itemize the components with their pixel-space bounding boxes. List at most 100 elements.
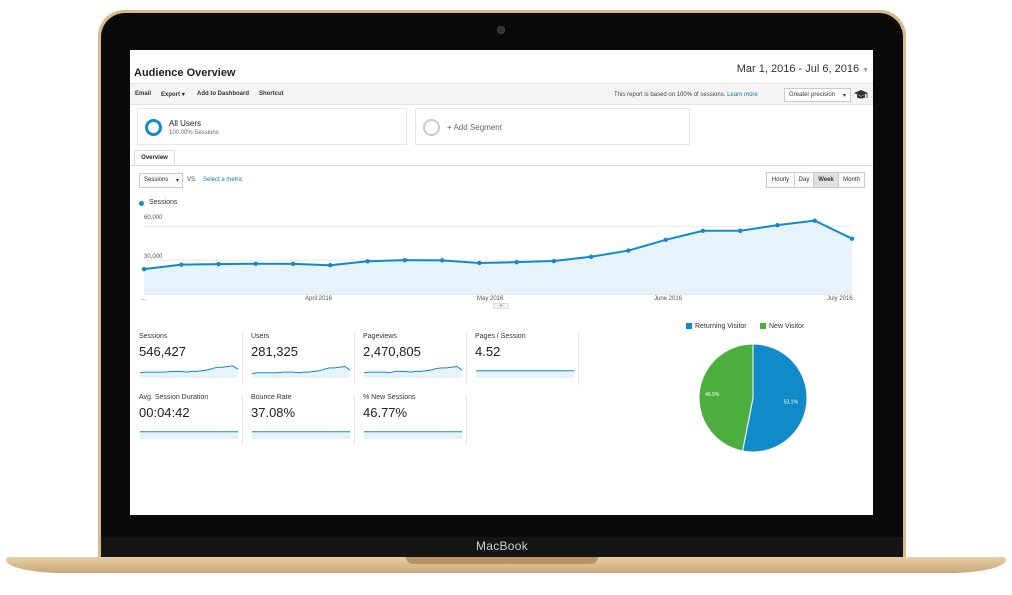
- y-tick-label: 30,000: [144, 254, 163, 260]
- sparkline-area: [364, 431, 462, 439]
- granularity-week[interactable]: Week: [813, 172, 839, 188]
- sessions-point[interactable]: [365, 259, 370, 264]
- metric-value: 4.52: [475, 344, 501, 359]
- sessions-point[interactable]: [588, 254, 594, 259]
- analytics-screen: Audience Overview Mar 1, 2016 - Jul 6, 2…: [130, 50, 873, 515]
- sessions-point[interactable]: [402, 257, 408, 263]
- x-tick-label: April 2016: [305, 296, 333, 302]
- pie-legend-label: New Visitor: [769, 323, 805, 330]
- segment-share: 100.00% Sessions: [169, 130, 219, 136]
- export-label: Export: [161, 92, 181, 98]
- x-tick-label: ...: [141, 296, 147, 302]
- visitor-type-pie-chart: 53.1% 46.9%: [698, 343, 808, 453]
- shortcut-button[interactable]: Shortcut: [259, 91, 284, 97]
- sessions-legend-marker: [139, 201, 144, 206]
- segment-ring-icon: [423, 119, 440, 136]
- sparkline-line: [251, 365, 351, 374]
- precision-select[interactable]: Greater precision ▾: [784, 88, 851, 102]
- metric-sparkline: [140, 431, 238, 439]
- metric-tile[interactable]: Users 281,325: [251, 333, 355, 385]
- metric-label: Pageviews: [363, 333, 397, 340]
- chart-resize-handle[interactable]: ▼: [493, 303, 509, 309]
- granularity-hourly[interactable]: Hourly: [766, 172, 795, 188]
- graduation-cap-icon[interactable]: [854, 89, 868, 101]
- sessions-point[interactable]: [439, 258, 445, 263]
- x-tick-label: May 2016: [477, 296, 504, 302]
- report-toolbar: Email Export ▾ Add to Dashboard Shortcut…: [130, 83, 873, 105]
- select-metric-link[interactable]: Select a metric: [203, 177, 243, 183]
- tab-overview[interactable]: Overview: [134, 150, 175, 166]
- sessions-point[interactable]: [700, 228, 706, 233]
- metric-tile[interactable]: Pageviews 2,470,805: [363, 333, 467, 385]
- metric-label: Pages / Session: [475, 333, 526, 340]
- sparkline-area: [476, 370, 574, 378]
- date-range-picker[interactable]: Mar 1, 2016 - Jul 6, 2016 ▼: [737, 63, 869, 75]
- segment-all-users[interactable]: All Users 100.00% Sessions: [137, 108, 407, 145]
- laptop-notch: [406, 557, 598, 564]
- laptop-chin: [101, 537, 903, 559]
- sessions-trend-chart: [141, 218, 855, 295]
- metric-sparkline: [251, 365, 351, 378]
- sessions-point[interactable]: [663, 237, 668, 243]
- metric-value: 281,325: [251, 344, 298, 359]
- page-title: Audience Overview: [134, 67, 236, 79]
- metric-tile[interactable]: Avg. Session Duration 00:04:42: [139, 394, 243, 446]
- sessions-point[interactable]: [328, 263, 333, 268]
- brand-label: MacBook: [475, 539, 529, 553]
- tab-divider: [130, 165, 873, 166]
- metric-value: 00:04:42: [139, 405, 190, 420]
- pie-slice[interactable]: [698, 343, 754, 452]
- learn-more-link[interactable]: Learn more: [727, 92, 758, 98]
- sessions-point[interactable]: [738, 228, 743, 233]
- metric-select[interactable]: Sessions ▾: [139, 173, 183, 188]
- sessions-point[interactable]: [551, 258, 557, 264]
- legend-swatch: [686, 323, 692, 329]
- sessions-point[interactable]: [216, 261, 221, 267]
- pie-slice-label: 53.1%: [784, 400, 799, 406]
- sessions-point[interactable]: [849, 236, 855, 241]
- metric-tile[interactable]: % New Sessions 46.77%: [363, 394, 467, 446]
- sessions-point[interactable]: [626, 248, 631, 253]
- export-button[interactable]: Export ▾: [161, 91, 185, 98]
- legend-swatch: [760, 323, 766, 329]
- sessions-point[interactable]: [812, 218, 817, 223]
- granularity-day[interactable]: Day: [794, 172, 814, 188]
- sparkline-line: [139, 365, 239, 374]
- metric-sparkline: [364, 431, 462, 439]
- sessions-point[interactable]: [290, 261, 296, 267]
- email-button[interactable]: Email: [135, 91, 152, 97]
- sessions-legend-label: Sessions: [149, 199, 178, 206]
- metric-value: 37.08%: [251, 405, 296, 420]
- camera-icon: [497, 26, 505, 34]
- sessions-point[interactable]: [253, 261, 258, 266]
- pie-slice[interactable]: [741, 343, 808, 453]
- granularity-month[interactable]: Month: [838, 172, 865, 188]
- metric-label: Bounce Rate: [251, 394, 292, 401]
- add-to-dashboard-button[interactable]: Add to Dashboard: [197, 91, 249, 97]
- add-segment-button[interactable]: + Add Segment: [415, 108, 690, 145]
- sampling-note: This report is based on 100% of sessions…: [614, 92, 758, 98]
- sessions-point[interactable]: [477, 260, 482, 266]
- sessions-point[interactable]: [514, 259, 519, 265]
- chevron-down-icon: ▼: [862, 67, 869, 74]
- chevron-down-icon: ▾: [842, 93, 846, 99]
- sparkline-area: [140, 431, 238, 439]
- metric-tile[interactable]: Bounce Rate 37.08%: [251, 394, 355, 446]
- segment-name: All Users: [169, 119, 202, 128]
- sessions-point[interactable]: [179, 262, 184, 267]
- vs-label: VS.: [187, 177, 197, 183]
- segment-ring-icon: [145, 119, 162, 136]
- sessions-line: [143, 219, 853, 271]
- sessions-point[interactable]: [775, 222, 780, 228]
- metric-sparkline: [252, 431, 350, 439]
- pie-legend-new: New Visitor: [760, 323, 804, 330]
- add-segment-label: + Add Segment: [447, 123, 502, 132]
- sessions-point[interactable]: [141, 266, 147, 272]
- sparkline-area: [252, 431, 350, 439]
- pie-legend-returning: Returning Visitor: [686, 323, 747, 330]
- metric-tile[interactable]: Pages / Session 4.52: [475, 333, 579, 385]
- metric-select-label: Sessions: [144, 177, 169, 183]
- x-tick-label: June 2016: [654, 296, 683, 302]
- pie-legend-label: Returning Visitor: [695, 323, 747, 330]
- metric-tile[interactable]: Sessions 546,427: [139, 333, 243, 385]
